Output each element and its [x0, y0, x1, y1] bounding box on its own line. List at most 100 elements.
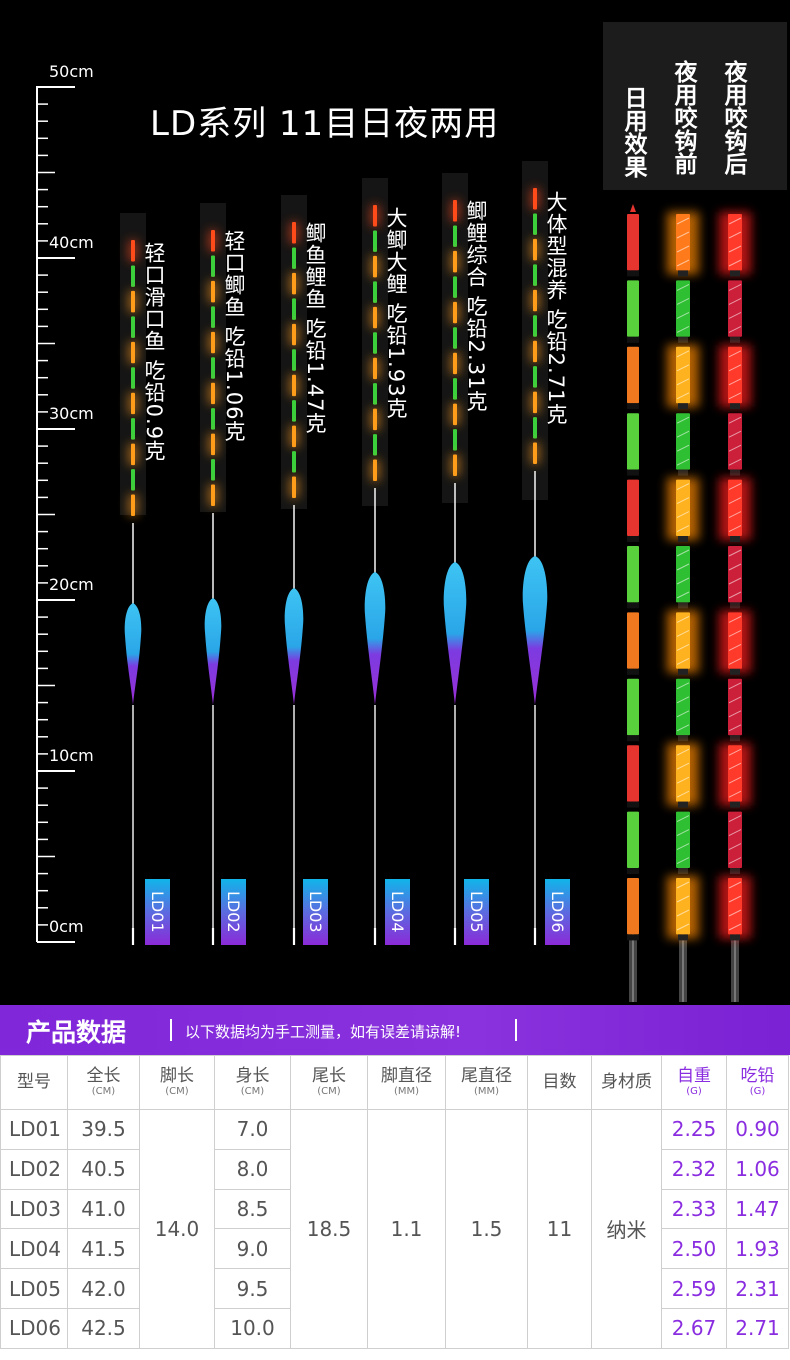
float-desc-ld01: 轻口滑口鱼 吃铅0.9克	[142, 242, 166, 463]
stick-stripe	[728, 364, 742, 372]
stick-gap	[730, 934, 740, 941]
float-tip-segment	[453, 327, 457, 349]
stick-stripe	[728, 511, 742, 519]
cell-total: 39.5	[67, 1109, 140, 1150]
float-tip-segment	[211, 280, 215, 303]
stick-stripe	[728, 444, 742, 452]
stick-stripe	[676, 629, 690, 637]
stick-segment	[676, 413, 690, 470]
float-desc-ld05: 鲫鲤综合 吃铅2.31克	[464, 200, 488, 413]
float-tip-segment	[453, 276, 457, 298]
model-tag-ld02: LD02	[221, 879, 246, 945]
stick-segment	[676, 479, 690, 536]
effect-label-panel	[603, 22, 787, 190]
cell-weight: 2.59	[661, 1268, 727, 1309]
stick-segment	[627, 878, 639, 935]
stick-stripe	[676, 657, 690, 665]
float-tip-segment	[373, 357, 377, 380]
stick-stripe	[728, 416, 742, 424]
stick-stripe	[676, 748, 690, 756]
stick-segment	[627, 612, 639, 669]
stick-stripe	[728, 748, 742, 756]
stick-stripe	[676, 297, 690, 305]
stick-gap	[627, 868, 639, 874]
stick-stripe	[728, 776, 742, 784]
float-body	[284, 588, 304, 705]
float-tip-segment	[533, 213, 537, 235]
float-tip-segment	[533, 264, 537, 286]
stick-stripe	[676, 776, 690, 784]
cell-lead: 0.90	[726, 1109, 789, 1150]
stick-segment	[728, 546, 742, 603]
stick-gap	[678, 270, 688, 277]
stick-stripe	[728, 591, 742, 599]
float-tip-segment	[453, 403, 457, 426]
cell-lead: 1.47	[726, 1188, 789, 1230]
stick-stripe	[676, 416, 690, 424]
cell-weight: 2.33	[661, 1188, 727, 1230]
table-row: LD03 41.0 8.5 2.33 1.47	[0, 1188, 789, 1230]
stick-segment	[676, 745, 690, 802]
stick-stripe	[676, 923, 690, 931]
stick-stripe	[676, 217, 690, 225]
float-tip-segment	[533, 366, 537, 388]
stick-stripe	[728, 682, 742, 690]
float-tip-segment	[453, 301, 457, 324]
cell-body: 7.0	[214, 1109, 291, 1150]
stick-stripe	[728, 259, 742, 267]
float-tip-segment	[211, 408, 215, 430]
model-tag-ld04: LD04	[385, 879, 410, 945]
float-tip-segment	[373, 255, 377, 278]
table-row: LD01 39.5 14.0 7.0 18.5 1.1 1.5 11 纳米 2.…	[0, 1109, 789, 1349]
page-title: LD系列 11目日夜两用	[150, 104, 500, 144]
table-row: LD06 42.5 10.0 2.67 2.71	[0, 1307, 789, 1349]
cell-material: 纳米	[591, 1109, 662, 1349]
float-tip-segment	[373, 459, 377, 481]
effect-label-day: 日用效果	[620, 86, 646, 178]
stick-segment	[676, 612, 690, 669]
stick-segment	[728, 612, 742, 669]
stick-stripe	[676, 497, 690, 505]
stick-stripe	[676, 696, 690, 704]
cell-weight: 2.50	[661, 1228, 727, 1270]
stick-segment	[728, 479, 742, 536]
stick-stripe	[676, 790, 690, 798]
stick-gap	[678, 934, 688, 941]
stick-stripe	[728, 710, 742, 718]
cell-tail-length: 18.5	[290, 1109, 368, 1349]
stick-stripe	[676, 483, 690, 491]
stick-stripe	[676, 259, 690, 267]
header-marks: 目数	[527, 1055, 592, 1110]
stick-stripe	[728, 629, 742, 637]
cell-model: LD03	[0, 1188, 68, 1230]
divider	[515, 1019, 517, 1041]
stick-segment	[728, 346, 742, 404]
float-tip-segment	[211, 255, 215, 277]
header-body-length: 身长 (CM)	[214, 1055, 291, 1110]
stick-gap	[627, 934, 639, 941]
stick-gap	[730, 668, 740, 675]
stick-segment	[627, 280, 639, 337]
stick-stripe	[728, 843, 742, 851]
stick-stripe	[728, 657, 742, 665]
stick-stripe	[728, 696, 742, 704]
stick-gap	[730, 469, 740, 476]
float-body	[204, 598, 222, 705]
model-tag-ld03: LD03	[303, 879, 328, 945]
header-self-weight: 自重 (G)	[661, 1055, 727, 1110]
stick-gap	[730, 602, 740, 609]
stick-stripe	[676, 591, 690, 599]
table-header-row: 型号 全长 (CM) 脚长 (CM) 身长 (CM) 尾长 (CM) 脚直径 (MM) 尾…	[0, 1055, 789, 1110]
stick-gap	[678, 868, 688, 874]
header-material: 身材质	[591, 1055, 662, 1110]
model-tag-ld06: LD06	[545, 879, 570, 945]
stick-gap	[627, 735, 639, 742]
stick-segment	[676, 678, 690, 736]
stick-stripe	[728, 350, 742, 358]
float-tip-segment	[453, 454, 457, 476]
stick-stripe	[728, 311, 742, 319]
float-tip-segment	[131, 392, 135, 415]
ruler-label-40: 40cm	[49, 233, 94, 252]
spec-table: 型号 全长 (CM) 脚长 (CM) 身长 (CM) 尾长 (CM) 脚直径 (MM) 尾…	[0, 1055, 789, 1349]
stick-stripe	[728, 217, 742, 225]
